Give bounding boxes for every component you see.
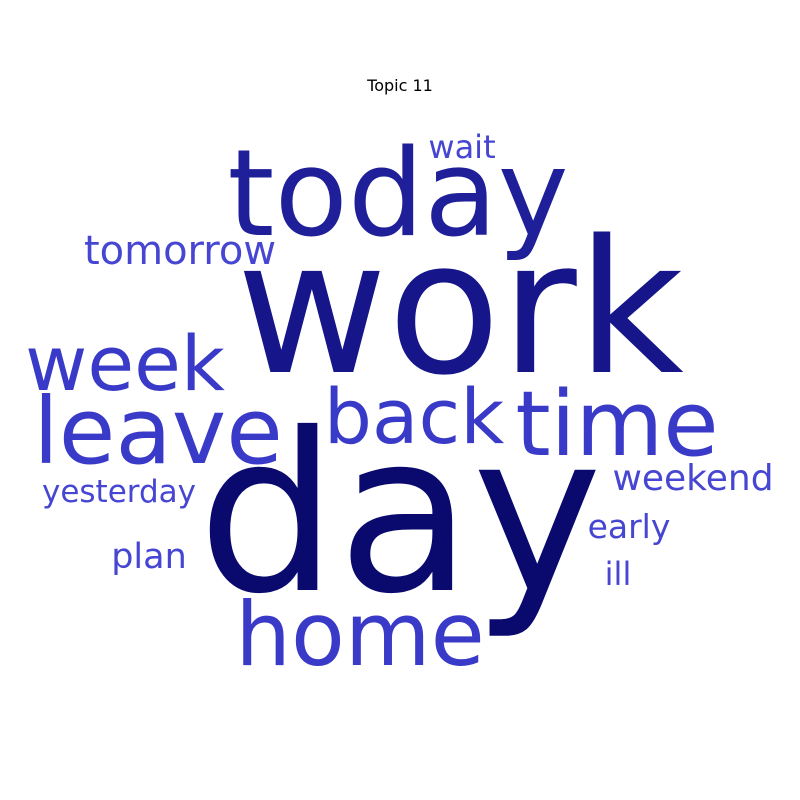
word-ill: ill (605, 555, 632, 593)
word-today: today (227, 125, 568, 264)
word-early: early (588, 507, 671, 546)
word-tomorrow: tomorrow (84, 228, 276, 274)
word-wait: wait (428, 128, 495, 166)
word-yesterday: yesterday (42, 474, 196, 510)
chart-title: Topic 11 (367, 76, 433, 95)
word-weekend: weekend (612, 458, 773, 499)
word-plan: plan (111, 537, 187, 577)
word-home: home (235, 583, 484, 686)
word-week: week (25, 319, 225, 408)
word-back: back (324, 372, 505, 461)
word-work: work (236, 200, 684, 416)
word-time: time (515, 372, 718, 477)
word-leave: leave (33, 378, 283, 485)
word-day: day (198, 386, 603, 642)
